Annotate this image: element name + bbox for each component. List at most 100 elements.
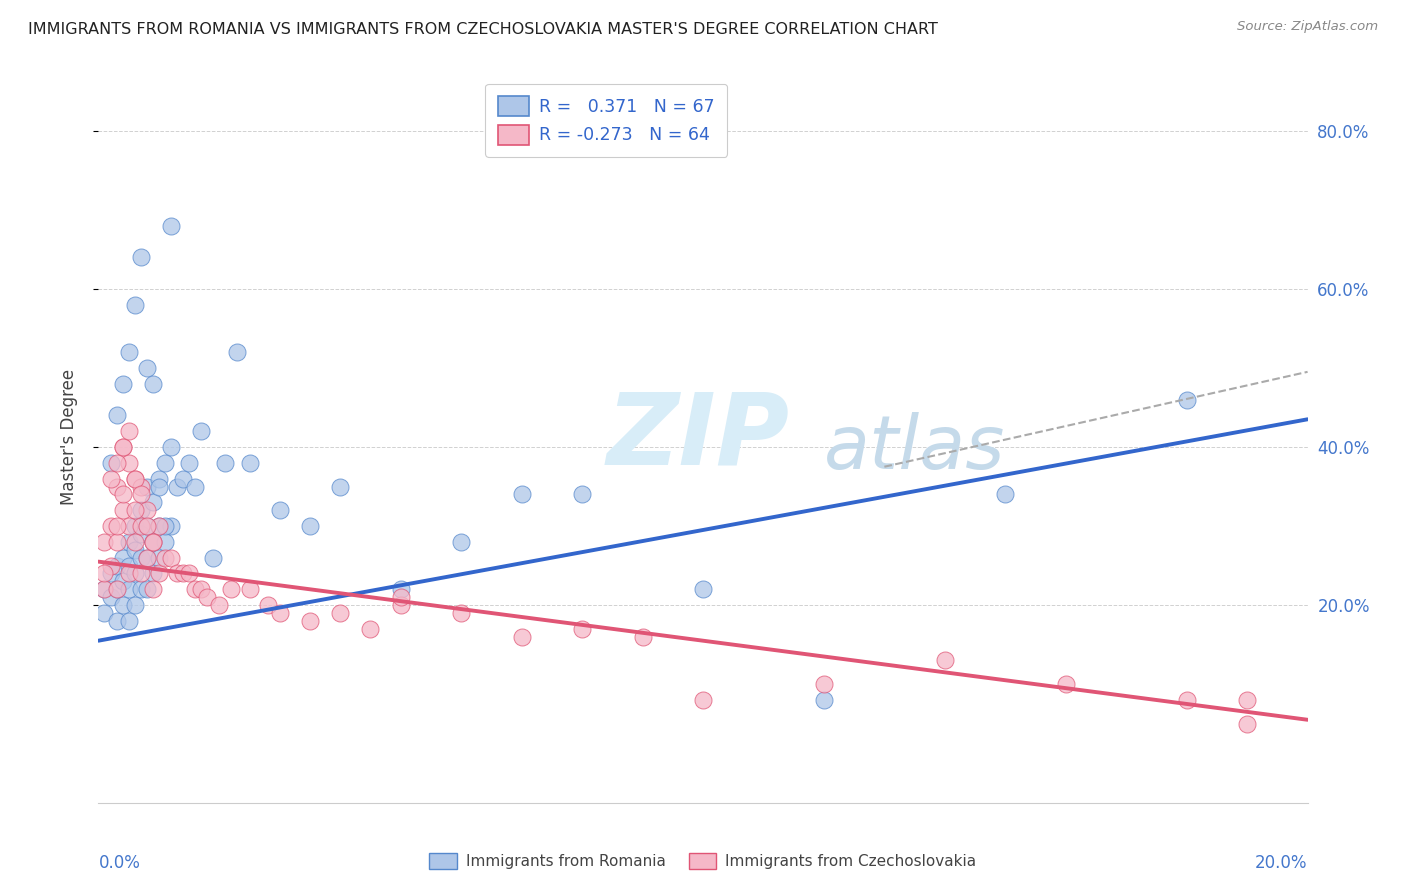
Point: [111, 503, 134, 517]
Point: [118, 534, 141, 549]
Point: [100, 472, 122, 486]
Point: [208, 598, 231, 612]
Point: [135, 503, 157, 517]
Point: [153, 550, 176, 565]
Text: atlas: atlas: [824, 412, 1005, 484]
Point: [100, 558, 122, 573]
Point: [450, 534, 472, 549]
Point: [142, 566, 165, 581]
Point: [100, 566, 122, 581]
Legend: Immigrants from Romania, Immigrants from Czechoslovakia: Immigrants from Romania, Immigrants from…: [423, 847, 983, 875]
Point: [184, 582, 207, 597]
Point: [179, 456, 201, 470]
Point: [329, 606, 352, 620]
Point: [1175, 693, 1198, 707]
Point: [148, 550, 170, 565]
Point: [111, 376, 134, 391]
Point: [118, 345, 141, 359]
Point: [111, 487, 134, 501]
Point: [148, 472, 170, 486]
Point: [184, 479, 207, 493]
Point: [93, 534, 115, 549]
Point: [510, 487, 533, 501]
Point: [111, 440, 134, 454]
Legend: R =   0.371   N = 67, R = -0.273   N = 64: R = 0.371 N = 67, R = -0.273 N = 64: [485, 84, 727, 157]
Point: [105, 409, 128, 423]
Point: [142, 534, 165, 549]
Point: [124, 598, 146, 612]
Point: [172, 472, 194, 486]
Point: [105, 582, 128, 597]
Point: [299, 519, 322, 533]
Point: [124, 519, 146, 533]
Point: [195, 591, 218, 605]
Point: [153, 519, 176, 533]
Point: [142, 495, 165, 509]
Point: [571, 622, 593, 636]
Point: [135, 582, 157, 597]
Point: [510, 630, 533, 644]
Point: [813, 677, 835, 691]
Point: [129, 550, 152, 565]
Point: [239, 582, 262, 597]
Point: [111, 440, 134, 454]
Point: [93, 582, 115, 597]
Point: [1054, 677, 1077, 691]
Point: [148, 519, 170, 533]
Point: [129, 519, 152, 533]
Point: [160, 440, 183, 454]
Point: [105, 534, 128, 549]
Point: [142, 376, 165, 391]
Point: [148, 566, 170, 581]
Point: [299, 614, 322, 628]
Point: [172, 566, 194, 581]
Point: [153, 456, 176, 470]
Point: [142, 534, 165, 549]
Point: [118, 424, 141, 438]
Y-axis label: Master's Degree: Master's Degree: [59, 369, 77, 505]
Point: [129, 250, 152, 264]
Point: [571, 487, 593, 501]
Point: [214, 456, 236, 470]
Point: [135, 550, 157, 565]
Point: [148, 479, 170, 493]
Point: [93, 566, 115, 581]
Point: [160, 519, 183, 533]
Point: [1236, 693, 1258, 707]
Point: [111, 574, 134, 589]
Point: [124, 566, 146, 581]
Point: [450, 606, 472, 620]
Point: [166, 479, 188, 493]
Point: [135, 519, 157, 533]
Point: [360, 622, 382, 636]
Point: [111, 550, 134, 565]
Point: [105, 456, 128, 470]
Text: Source: ZipAtlas.com: Source: ZipAtlas.com: [1237, 20, 1378, 33]
Point: [105, 558, 128, 573]
Point: [226, 345, 249, 359]
Point: [118, 566, 141, 581]
Point: [105, 614, 128, 628]
Point: [190, 424, 212, 438]
Point: [692, 693, 714, 707]
Point: [124, 472, 146, 486]
Point: [160, 550, 183, 565]
Point: [166, 566, 188, 581]
Point: [269, 503, 291, 517]
Point: [631, 630, 654, 644]
Point: [129, 487, 152, 501]
Point: [160, 219, 183, 233]
Point: [142, 582, 165, 597]
Point: [179, 566, 201, 581]
Point: [239, 456, 262, 470]
Point: [256, 598, 278, 612]
Point: [105, 479, 128, 493]
Point: [129, 479, 152, 493]
Point: [124, 503, 146, 517]
Point: [269, 606, 291, 620]
Point: [135, 479, 157, 493]
Point: [129, 582, 152, 597]
Point: [100, 591, 122, 605]
Point: [994, 487, 1017, 501]
Point: [389, 591, 412, 605]
